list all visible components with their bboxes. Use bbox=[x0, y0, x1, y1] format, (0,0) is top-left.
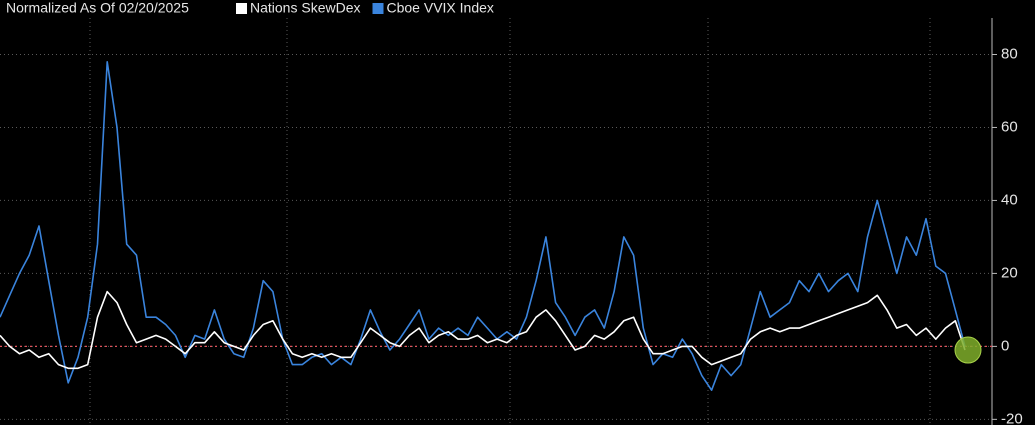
legend-label: Cboe VVIX Index bbox=[387, 0, 494, 16]
y-tick-label: 40 bbox=[1001, 191, 1018, 208]
y-tick-label: 0 bbox=[1001, 337, 1009, 354]
line-series bbox=[0, 290, 966, 370]
line-series bbox=[0, 61, 966, 391]
y-tick-label: -20 bbox=[1001, 410, 1023, 425]
legend: Normalized As Of 02/20/2025 Nations Skew… bbox=[6, 0, 494, 16]
legend-swatch bbox=[236, 3, 247, 14]
y-tick-label: 60 bbox=[1001, 118, 1018, 135]
y-tick-label: 80 bbox=[1001, 45, 1018, 62]
legend-swatch bbox=[372, 3, 384, 14]
y-tick-label: 20 bbox=[1001, 264, 1018, 281]
end-marker bbox=[954, 336, 982, 364]
legend-label: Nations SkewDex bbox=[250, 0, 361, 16]
subtitle: Normalized As Of 02/20/2025 bbox=[6, 0, 189, 16]
